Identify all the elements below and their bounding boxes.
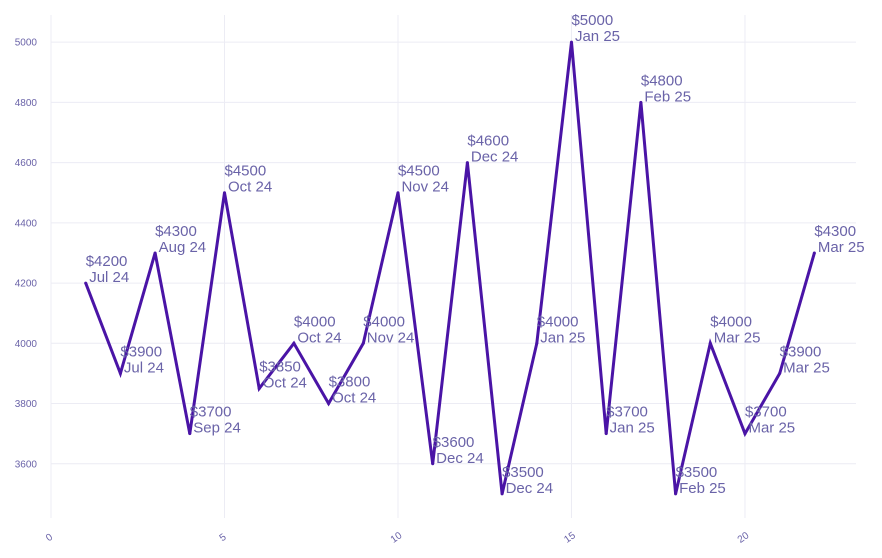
data-date-label: Oct 24: [297, 329, 341, 346]
y-tick-label: 5000: [15, 38, 38, 49]
data-value-label: $3700: [745, 404, 787, 421]
data-point: [361, 341, 365, 345]
data-value-label: $3700: [606, 404, 648, 421]
data-date-label: Aug 24: [159, 239, 207, 256]
data-value-label: $4300: [155, 223, 197, 240]
data-value-label: $4000: [294, 313, 336, 330]
data-point: [674, 492, 678, 496]
data-point: [84, 281, 88, 285]
data-value-label: $4600: [467, 133, 509, 150]
data-point: [465, 161, 469, 165]
axis-ticks: 3600 3800 4000 4200 4400 4600 4800 5000 0 5 10 15 20: [15, 38, 752, 546]
data-value-label: $3850: [259, 358, 301, 375]
data-value-label: $4000: [710, 313, 752, 330]
y-tick-label: 4000: [15, 339, 38, 350]
x-tick-label: 5: [218, 532, 229, 544]
data-date-label: Dec 24: [471, 149, 519, 166]
data-value-label: $3800: [329, 374, 371, 391]
y-tick-label: 4400: [15, 218, 38, 229]
data-point: [812, 251, 816, 255]
data-date-label: Feb 25: [679, 480, 726, 497]
data-value-label: $3900: [120, 343, 162, 360]
data-value-label: $3500: [676, 464, 718, 481]
data-point: [639, 100, 643, 104]
data-value-label: $4000: [363, 313, 405, 330]
data-date-label: Sep 24: [193, 420, 241, 437]
data-point: [396, 191, 400, 195]
data-date-label: Oct 24: [263, 374, 307, 391]
data-date-label: Nov 24: [401, 179, 449, 196]
data-date-label: Oct 24: [228, 179, 272, 196]
data-point: [431, 462, 435, 466]
data-point: [222, 191, 226, 195]
data-value-label: $4200: [86, 253, 128, 270]
data-value-label: $3700: [190, 404, 232, 421]
data-point: [153, 251, 157, 255]
y-tick-label: 4600: [15, 158, 38, 169]
data-date-label: Jan 25: [575, 28, 620, 45]
y-tick-label: 4200: [15, 279, 38, 290]
data-date-label: Mar 25: [714, 329, 761, 346]
data-value-label: $5000: [571, 12, 613, 29]
data-value-label: $4500: [398, 163, 440, 180]
data-date-label: Feb 25: [644, 88, 691, 105]
data-point: [292, 341, 296, 345]
data-point: [778, 371, 782, 375]
data-date-label: Jul 24: [89, 269, 129, 286]
data-date-label: Jul 24: [124, 359, 164, 376]
data-date-label: Mar 25: [783, 359, 830, 376]
data-point: [743, 432, 747, 436]
data-value-label: $3900: [780, 343, 822, 360]
data-point: [535, 341, 539, 345]
data-date-label: Jan 25: [610, 420, 655, 437]
y-tick-label: 3600: [15, 459, 38, 470]
data-point: [569, 40, 573, 44]
data-value-label: $3500: [502, 464, 544, 481]
data-point: [327, 402, 331, 406]
data-point: [188, 432, 192, 436]
x-tick-label: 10: [389, 530, 405, 546]
data-date-label: Oct 24: [332, 390, 376, 407]
x-tick-label: 15: [562, 530, 578, 546]
data-line-layer: [84, 40, 816, 496]
data-value-label: $4300: [814, 223, 856, 240]
x-tick-label: 0: [44, 532, 55, 544]
data-value-label: $4500: [224, 163, 266, 180]
x-tick-label: 20: [736, 530, 752, 546]
y-tick-label: 3800: [15, 399, 38, 410]
data-point: [500, 492, 504, 496]
data-date-label: Dec 24: [436, 450, 484, 467]
data-value-label: $4800: [641, 72, 683, 89]
data-value-label: $4000: [537, 313, 579, 330]
y-tick-label: 4800: [15, 98, 38, 109]
data-point: [257, 386, 261, 390]
data-date-label: Nov 24: [367, 329, 415, 346]
data-date-label: Mar 25: [818, 239, 865, 256]
data-point: [708, 341, 712, 345]
series-line: [84, 41, 816, 495]
data-date-label: Mar 25: [748, 420, 795, 437]
data-value-label: $3600: [433, 434, 475, 451]
data-date-label: Jan 25: [540, 329, 585, 346]
data-point: [604, 432, 608, 436]
data-point: [118, 371, 122, 375]
data-date-label: Dec 24: [506, 480, 554, 497]
